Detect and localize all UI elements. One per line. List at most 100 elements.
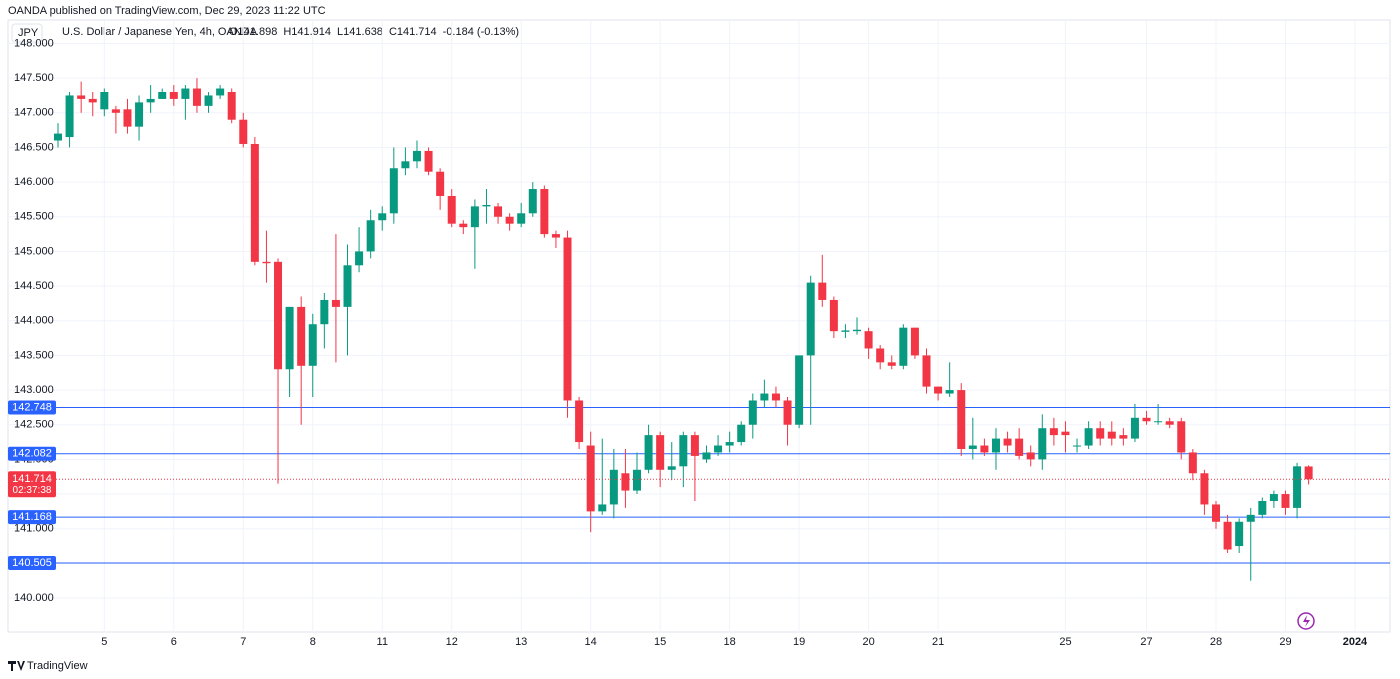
candle-body [679, 435, 688, 467]
candle-body [853, 329, 862, 332]
legend-value: -0.184 (-0.13%) [443, 26, 519, 38]
candle-body [656, 435, 665, 470]
candle-body [470, 206, 479, 228]
candle-body [795, 355, 804, 425]
x-tick-label: 20 [862, 636, 874, 648]
candle-body [1188, 452, 1197, 474]
x-tick-label: 12 [446, 636, 458, 648]
candle-body [1073, 445, 1082, 447]
candle-body [1084, 428, 1093, 446]
y-tick-label: 144.000 [14, 315, 54, 327]
candle-body [598, 504, 607, 512]
y-tick-label: 147.500 [14, 72, 54, 84]
candle-body [922, 355, 931, 387]
candle-body [1200, 473, 1209, 505]
candle-body [436, 171, 445, 196]
candle-body [737, 424, 746, 443]
candle-body [876, 348, 885, 363]
candle-body [181, 88, 190, 99]
x-tick-label: 13 [515, 636, 527, 648]
candle-body [111, 109, 120, 113]
candle-body [262, 261, 271, 264]
plot: 140.000140.500141.000141.500142.000142.5… [8, 20, 1390, 648]
candle-body [158, 91, 167, 99]
last-price-label: 141.714 [12, 473, 52, 485]
candle-body [1293, 466, 1302, 508]
candle-body [77, 95, 86, 99]
candle-body [1269, 494, 1278, 501]
candle-body [818, 282, 827, 300]
level-label-bg [8, 400, 56, 415]
candle-body [1107, 431, 1116, 439]
candle-body [308, 324, 317, 366]
candle-body [1281, 494, 1290, 508]
candle-body [135, 102, 144, 127]
candle-body [65, 95, 74, 138]
candle-body [1235, 521, 1244, 547]
y-tick-label: 146.000 [14, 176, 54, 188]
candle-body [864, 331, 873, 349]
brand-name: TradingView [27, 660, 88, 672]
y-tick-label: 143.500 [14, 349, 54, 361]
candle-body [88, 98, 97, 103]
candle-body [714, 445, 723, 453]
x-tick-label: 5 [101, 636, 107, 648]
candle-body [192, 88, 201, 106]
candle-body [783, 400, 792, 425]
candle-body [285, 306, 294, 370]
candle-body [667, 466, 676, 470]
symbol: JPY [18, 27, 39, 39]
candle-body [331, 299, 340, 307]
x-tick-label: 8 [310, 636, 316, 648]
level-label-bg [8, 556, 56, 571]
level-label-bg [8, 510, 56, 525]
x-tick-label: 29 [1279, 636, 1291, 648]
legend-value: L141.638 [337, 26, 383, 38]
candle-body [644, 435, 653, 470]
level-label: 140.505 [12, 557, 52, 569]
level-label-bg [8, 446, 56, 461]
instrument-name: U.S. Dollar / Japanese Yen, 4h, OANDA [62, 26, 258, 38]
candle-body [146, 98, 155, 103]
candle-body [1119, 435, 1128, 439]
candle-body [1026, 452, 1035, 460]
level-label: 142.748 [12, 401, 52, 413]
candle-body [690, 435, 699, 456]
candle-body [366, 220, 375, 252]
x-tick-label: 6 [171, 636, 177, 648]
legend-value: H141.914 [283, 26, 331, 38]
candle-body [1223, 521, 1232, 550]
candle-body [1038, 428, 1047, 460]
y-tick-label: 145.500 [14, 211, 54, 223]
candle-body [968, 445, 977, 449]
candle-body [227, 91, 236, 120]
candle-body [586, 445, 595, 512]
candle-body [829, 299, 838, 332]
candle-body [980, 445, 989, 453]
candle-body [1049, 428, 1058, 436]
candle-body [551, 234, 560, 238]
candle-body [424, 150, 433, 172]
ohlc-legend: O141.898 H141.914 L141.638 C141.714 -0.184 (… [229, 26, 519, 38]
symbol-box [11, 23, 43, 43]
candle-body [1130, 417, 1139, 439]
candle-body [459, 223, 468, 228]
y-tick-label: 144.500 [14, 280, 54, 292]
candle-body [621, 473, 630, 491]
candle-body [841, 330, 850, 332]
candle-body [910, 327, 919, 356]
candle-body [1096, 428, 1105, 439]
candle-body [609, 469, 618, 505]
candle-body [702, 452, 711, 460]
x-tick-label: 14 [585, 636, 597, 648]
candle-body [343, 265, 352, 307]
candle-body [1154, 421, 1163, 423]
candle-body [204, 95, 213, 106]
candle-body [505, 216, 514, 224]
x-tick-label: 11 [377, 636, 388, 648]
candle-body [957, 390, 966, 449]
x-tick-label: 28 [1210, 636, 1222, 648]
y-tick-label: 143.000 [14, 384, 54, 396]
candle-body [250, 143, 259, 262]
